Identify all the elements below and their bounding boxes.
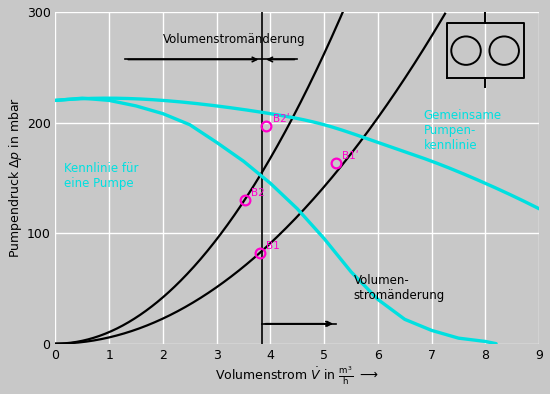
X-axis label: Volumenstrom $\dot{V}$ in $\frac{\mathrm{m}^3}{\mathrm{h}}$ $\longrightarrow$: Volumenstrom $\dot{V}$ in $\frac{\mathrm… — [216, 364, 379, 387]
Y-axis label: Pumpendruck $\Delta p$ in mbar: Pumpendruck $\Delta p$ in mbar — [7, 97, 24, 258]
Text: B2ʹ: B2ʹ — [273, 113, 289, 124]
Text: Volumen-
stromänderung: Volumen- stromänderung — [354, 274, 445, 302]
Text: B2: B2 — [251, 188, 265, 198]
Text: Volumenstromänderung: Volumenstromänderung — [163, 33, 306, 46]
Text: Kennlinie für
eine Pumpe: Kennlinie für eine Pumpe — [63, 162, 138, 190]
Text: B1ʹ: B1ʹ — [343, 151, 359, 161]
Text: Gemeinsame
Pumpen-
kennlinie: Gemeinsame Pumpen- kennlinie — [424, 109, 502, 152]
Text: B1: B1 — [266, 241, 280, 251]
